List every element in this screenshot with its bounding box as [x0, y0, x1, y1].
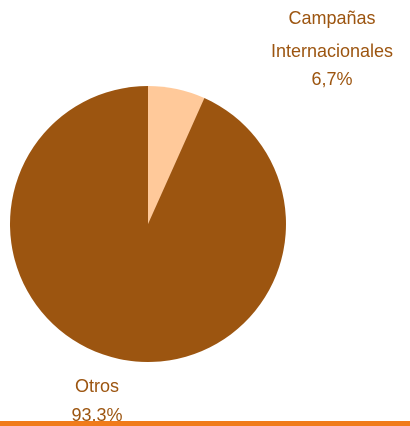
- slice-label-campanas-line-2: Internacionales: [271, 41, 393, 61]
- pie-slice-otros: [9, 85, 286, 362]
- pie-slices: [9, 85, 286, 362]
- slice-value-otros: 93,3%: [71, 405, 122, 425]
- slice-label-otros: Otros: [75, 376, 119, 396]
- pie-labels: Campañas Internacionales 6,7% Otros 93,3…: [71, 8, 393, 425]
- slice-label-campanas-line-1: Campañas: [288, 8, 375, 28]
- slice-value-campanas: 6,7%: [311, 69, 352, 89]
- pie-slice-campanas: [148, 86, 205, 224]
